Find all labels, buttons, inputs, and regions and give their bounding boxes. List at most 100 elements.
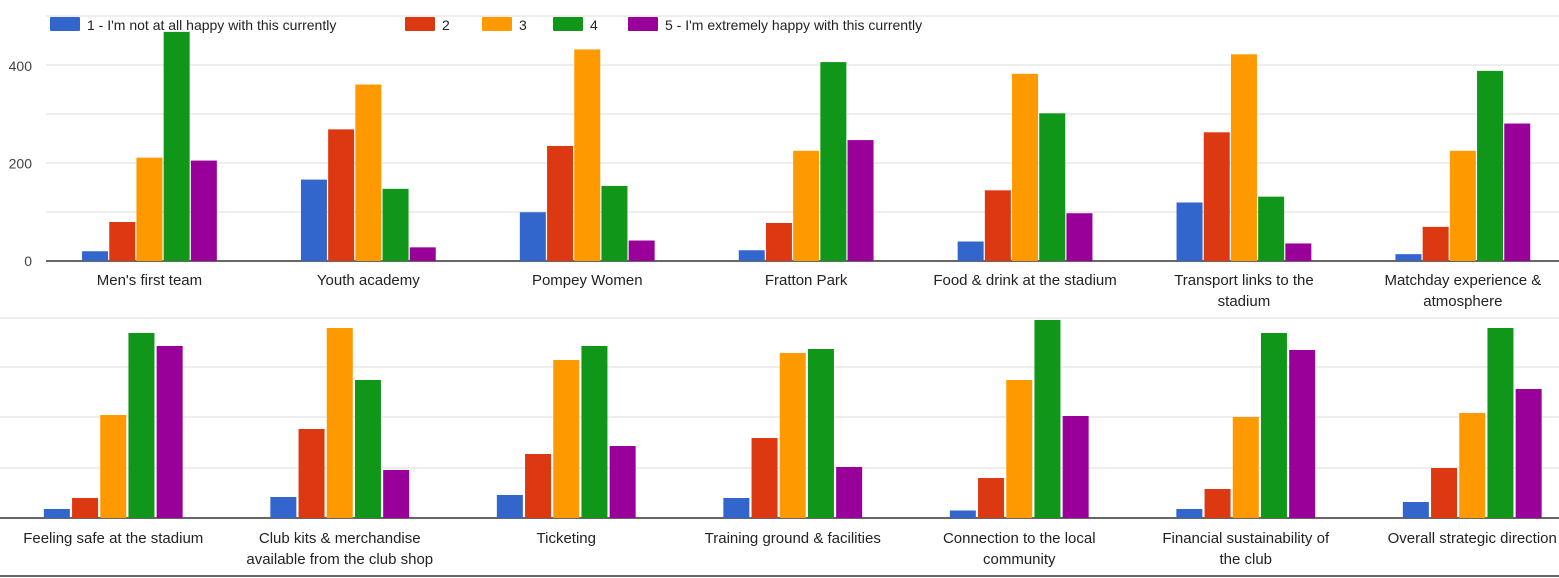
bar <box>553 360 580 518</box>
bar <box>298 429 325 518</box>
bar <box>1285 243 1312 261</box>
legend: 1 - I'm not at all happy with this curre… <box>50 17 922 33</box>
category-label: Matchday experience & <box>1384 272 1541 289</box>
bar <box>1203 132 1230 261</box>
bar <box>136 157 163 261</box>
bar <box>163 31 190 261</box>
bar <box>807 349 834 518</box>
bar <box>270 497 297 518</box>
y-tick-label: 200 <box>9 156 33 172</box>
category-label: Food & drink at the stadium <box>933 272 1116 289</box>
bar <box>820 62 847 261</box>
category-label: Feeling safe at the stadium <box>23 530 203 547</box>
bar <box>128 333 155 518</box>
bar <box>1204 489 1231 518</box>
bar <box>1449 150 1476 261</box>
bar <box>628 240 655 261</box>
bar <box>525 454 552 518</box>
bar <box>72 498 99 518</box>
bar <box>581 346 608 518</box>
bar <box>1176 509 1203 518</box>
bar <box>547 145 574 261</box>
bar <box>1062 416 1089 518</box>
legend-label: 3 <box>519 17 527 33</box>
legend-label: 2 <box>442 17 450 33</box>
bar <box>1402 502 1429 518</box>
category-label: available from the club shop <box>246 551 433 568</box>
top-bar-chart: 0 200 400 Men's first team Youth academy Pomp… <box>9 15 1559 310</box>
category-label: Transport links to the <box>1174 272 1314 289</box>
category-label: Overall strategic direction <box>1388 530 1557 547</box>
bar <box>1515 389 1542 518</box>
bar <box>300 179 327 261</box>
bar <box>1232 417 1259 518</box>
category-label: Youth academy <box>317 272 420 289</box>
bar <box>1395 254 1422 261</box>
bar <box>409 247 436 261</box>
bar <box>847 140 874 261</box>
category-label: Pompey Women <box>532 272 643 289</box>
bar <box>1260 333 1287 518</box>
category-label: Fratton Park <box>765 272 848 289</box>
bar <box>836 467 863 518</box>
bar <box>765 222 792 261</box>
bar <box>156 346 183 518</box>
bar <box>957 241 984 261</box>
bar <box>82 251 109 261</box>
bar <box>1006 380 1033 518</box>
bar <box>1039 113 1066 261</box>
legend-swatch <box>482 17 512 31</box>
category-label: Club kits & merchandise <box>259 530 421 547</box>
bar <box>1459 413 1486 518</box>
bar <box>1477 70 1504 261</box>
legend-swatch <box>628 17 658 31</box>
legend-swatch <box>553 17 583 31</box>
bar <box>949 510 976 518</box>
bar <box>1258 196 1285 261</box>
bar <box>382 188 409 261</box>
category-label: Ticketing <box>537 530 596 547</box>
legend-swatch <box>405 17 435 31</box>
bar <box>1431 468 1458 518</box>
bar <box>1230 54 1257 261</box>
bar <box>326 328 353 518</box>
bar <box>355 84 382 262</box>
category-label: community <box>983 551 1056 568</box>
bar <box>723 498 750 518</box>
category-label: stadium <box>1218 293 1271 310</box>
y-tick-label: 0 <box>24 253 32 269</box>
bar <box>1034 320 1061 518</box>
category-label: Men's first team <box>97 272 202 289</box>
category-label: Financial sustainability of <box>1162 530 1330 547</box>
bar <box>1487 328 1514 518</box>
category-label: Connection to the local <box>943 530 1096 547</box>
bar <box>1504 123 1531 262</box>
category-label: Training ground & facilities <box>705 530 881 547</box>
bar <box>601 185 628 261</box>
bar <box>43 509 70 518</box>
bar <box>1422 226 1449 261</box>
bar <box>1012 73 1039 261</box>
legend-label: 5 - I'm extremely happy with this curren… <box>665 17 922 33</box>
bar <box>328 129 355 261</box>
bar <box>100 415 127 518</box>
bar <box>354 380 381 518</box>
bar <box>496 495 523 518</box>
bar <box>779 353 806 518</box>
category-label: the club <box>1219 551 1272 568</box>
legend-label: 4 <box>590 17 598 33</box>
bar <box>609 446 636 518</box>
legend-swatch <box>50 17 80 31</box>
bar <box>519 212 546 261</box>
category-label: atmosphere <box>1423 293 1502 310</box>
y-tick-label: 400 <box>9 58 33 74</box>
bar <box>574 49 601 261</box>
legend-label: 1 - I'm not at all happy with this curre… <box>87 17 336 33</box>
bar <box>1176 202 1203 261</box>
bottom-bar-chart: Feeling safe at the stadium Club kits & m… <box>0 317 1559 568</box>
bar <box>984 190 1011 261</box>
bar <box>978 478 1005 518</box>
bar <box>1289 350 1316 518</box>
bar <box>751 438 778 518</box>
